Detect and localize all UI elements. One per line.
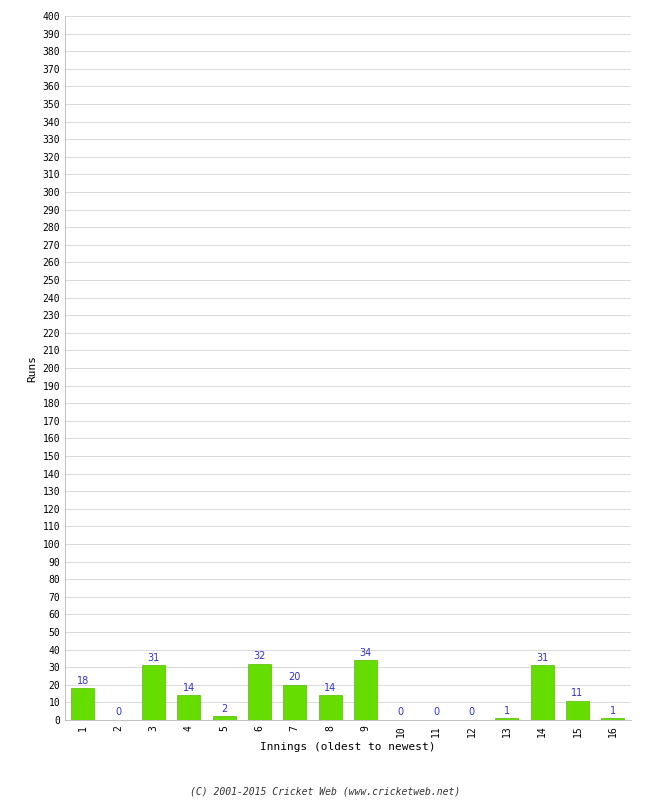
Text: 31: 31 — [536, 653, 548, 662]
Text: 34: 34 — [359, 647, 372, 658]
Bar — [530, 666, 554, 720]
Bar — [318, 695, 341, 720]
Bar — [495, 718, 518, 720]
Bar — [213, 717, 235, 720]
Bar — [72, 688, 94, 720]
Text: 0: 0 — [115, 707, 121, 718]
Bar — [283, 685, 306, 720]
Bar — [354, 660, 377, 720]
Bar — [177, 695, 200, 720]
Text: 0: 0 — [433, 707, 439, 718]
Text: 32: 32 — [254, 651, 266, 661]
Text: 2: 2 — [221, 704, 227, 714]
Bar — [248, 664, 271, 720]
Text: 20: 20 — [289, 672, 301, 682]
Text: 0: 0 — [398, 707, 404, 718]
X-axis label: Innings (oldest to newest): Innings (oldest to newest) — [260, 742, 436, 752]
Text: 18: 18 — [77, 676, 89, 686]
Bar — [142, 666, 165, 720]
Text: 14: 14 — [324, 682, 336, 693]
Bar — [601, 718, 624, 720]
Text: 31: 31 — [148, 653, 159, 662]
Text: 1: 1 — [504, 706, 510, 715]
Y-axis label: Runs: Runs — [27, 354, 37, 382]
Bar — [566, 701, 589, 720]
Text: (C) 2001-2015 Cricket Web (www.cricketweb.net): (C) 2001-2015 Cricket Web (www.cricketwe… — [190, 786, 460, 796]
Text: 0: 0 — [469, 707, 474, 718]
Text: 11: 11 — [571, 688, 584, 698]
Text: 14: 14 — [183, 682, 195, 693]
Text: 1: 1 — [610, 706, 616, 715]
